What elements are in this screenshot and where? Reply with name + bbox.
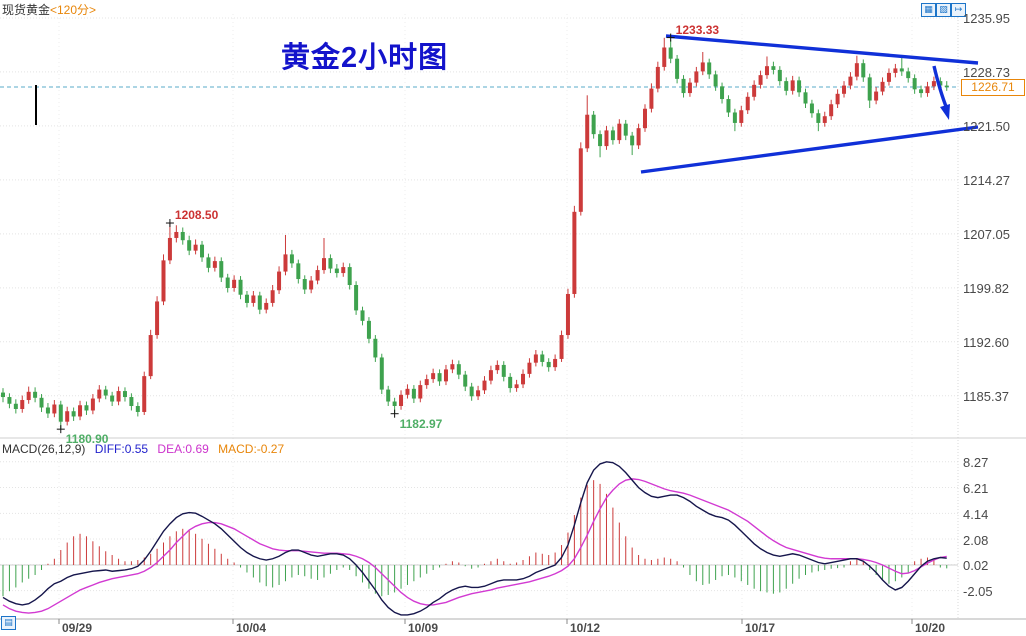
draw-line-icon[interactable]: ▧: [936, 3, 951, 17]
range-stats-icon[interactable]: ▦: [921, 3, 936, 17]
macd-axis-label: 0.02: [963, 558, 989, 573]
macd-axis-label: -2.05: [963, 584, 993, 599]
period-label: <120分>: [50, 3, 97, 17]
export-icon[interactable]: ↦: [951, 3, 966, 17]
price-annotation: 1233.33: [675, 22, 720, 37]
page-title: 黄金2小时图: [281, 42, 449, 74]
price-axis-label: 1228.73: [963, 65, 1010, 80]
price-annotation: 1182.97: [399, 416, 443, 431]
macd-axis-label: 6.21: [963, 481, 989, 496]
price-axis-label: 1235.95: [963, 11, 1010, 26]
instrument-name: 现货黄金: [2, 3, 51, 17]
price-axis-label: 1207.05: [963, 227, 1010, 242]
x-axis-date: 10/04: [236, 621, 267, 635]
price-axis-label: 1192.60: [963, 335, 1010, 350]
macd-diff-value: DIFF:0.55: [94, 442, 149, 456]
x-axis-date: 09/29: [62, 621, 93, 635]
current-price-badge: 1226.71: [961, 79, 1025, 96]
x-axis-date: 10/09: [408, 621, 439, 635]
price-annotation: 1180.90: [65, 432, 109, 447]
price-axis-label: 1214.27: [963, 173, 1010, 188]
macd-axis-label: 4.14: [963, 507, 989, 522]
macd-params: MACD(26,12,9): [2, 442, 86, 456]
price-axis-label: 1221.50: [963, 119, 1010, 134]
macd-header: MACD(26,12,9) DIFF:0.55 DEA:0.69 MACD:-0…: [2, 442, 284, 456]
price-annotation: 1208.50: [174, 208, 219, 223]
price-axis-label: 1185.37: [963, 389, 1010, 404]
collapse-icon[interactable]: ▤: [1, 616, 16, 630]
x-axis-date: 10/12: [570, 621, 601, 635]
x-axis-date: 10/17: [745, 621, 776, 635]
macd-axis-label: 8.27: [963, 455, 989, 470]
macd-axis-label: 2.08: [963, 533, 989, 548]
price-axis-label: 1199.82: [963, 281, 1010, 296]
macd-dea-value: DEA:0.69: [157, 442, 209, 456]
x-axis-date: 10/20: [915, 621, 946, 635]
macd-hist-value: MACD:-0.27: [218, 442, 285, 456]
